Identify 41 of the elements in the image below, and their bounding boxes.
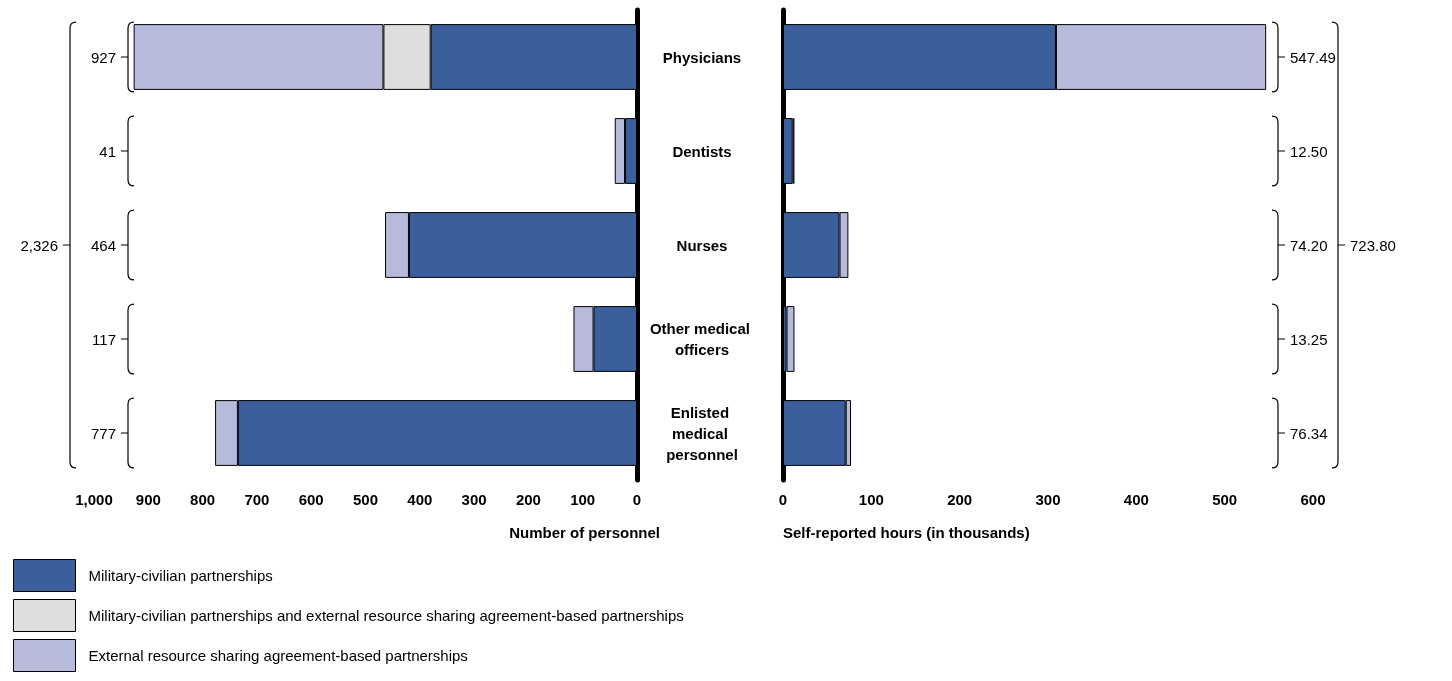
x-tick-label: 300	[1035, 491, 1061, 508]
y-tick-label: Dentists	[672, 142, 732, 160]
x-tick-label: 900	[135, 491, 161, 508]
annotation: 464	[90, 236, 116, 254]
x-axis-title: Self-reported hours (in thousands)	[783, 524, 1030, 541]
legend-label: Military-civilian partnerships and external resource sharing agreement-based partnerships	[88, 607, 684, 624]
legend-label: External resource sharing agreement-based partnerships	[88, 647, 468, 664]
x-tick-label: 700	[244, 491, 270, 508]
text: 2,326	[20, 236, 58, 254]
y-tick-label: Enlisted medical personnel	[666, 403, 738, 463]
annotation: 74.20	[1290, 236, 1328, 254]
x-tick-label: 200	[515, 491, 541, 508]
y-tick-label: Nurses	[676, 236, 728, 254]
annotation: 13.25	[1290, 330, 1328, 348]
y-tick-label: Physicians	[662, 48, 742, 66]
y-tick-label: Other medical officers	[649, 320, 755, 358]
x-axis-title: Number of personnel	[509, 524, 661, 541]
x-tick-label: 300	[461, 491, 487, 508]
x-tick-label: 600	[298, 491, 324, 508]
x-tick-label: 0	[632, 491, 642, 508]
annotation: 927	[90, 48, 116, 66]
legend-label: Military-civilian partnerships	[88, 567, 273, 584]
x-tick-label: 400	[407, 491, 433, 508]
x-tick-label: 100	[858, 491, 884, 508]
x-tick-label: 800	[190, 491, 216, 508]
x-tick-label: 500	[1212, 491, 1238, 508]
annotation: 41	[99, 142, 116, 160]
bar	[786, 306, 795, 372]
x-tick-label: 200	[947, 491, 973, 508]
annotation: 76.34	[1290, 424, 1328, 442]
annotation: 547.49	[1290, 48, 1336, 66]
annotation: 117	[92, 330, 116, 348]
x-tick-label: 400	[1123, 491, 1149, 508]
x-tick-label: 0	[778, 491, 788, 508]
annotation: 12.50	[1290, 142, 1328, 160]
x-tick-label: 100	[570, 491, 596, 508]
x-tick-label: 500	[352, 491, 379, 508]
text: 723.80	[1350, 236, 1396, 254]
x-tick-label: 1,000	[75, 491, 113, 508]
x-tick-label: 600	[1300, 491, 1326, 508]
annotation: 777	[90, 424, 116, 442]
